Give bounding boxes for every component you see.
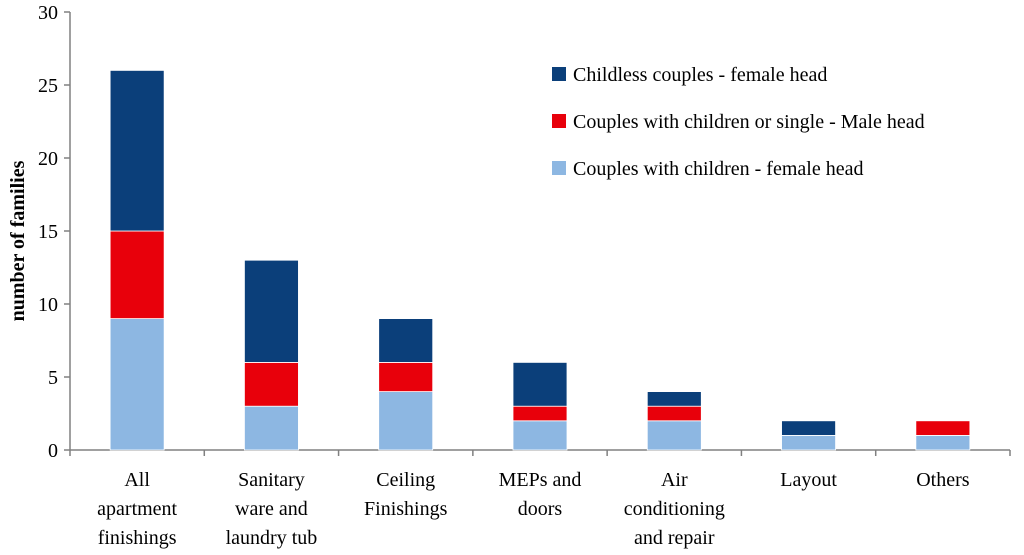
bar-segment-series-0 [378,391,434,451]
legend: Childless couples - female head Couples w… [552,64,925,180]
bar-segment-series-2 [512,361,568,407]
bar-segment-series-0 [781,434,836,451]
y-tick-label: 30 [38,2,58,24]
legend-swatch [552,114,566,128]
x-category-label: Ceiling Finishings [364,469,448,520]
x-category-labels: All apartment finishings Sanitary ware and la… [97,469,970,549]
bar-segment-series-0 [915,434,971,451]
y-ticks: 0 5 10 15 20 25 30 [38,2,1011,462]
bar-segment-series-2 [781,420,836,436]
x-category-label: MEPs and doors [499,469,582,520]
bar-segment-series-1 [646,405,702,422]
y-tick-label: 10 [38,294,58,316]
y-axis-label: number of families [7,160,29,321]
bar-segment-series-2 [378,318,434,363]
x-category-label: Sanitary ware and laundry tub [226,469,318,549]
y-tick-label: 25 [38,75,58,97]
bar-segment-series-0 [244,405,299,451]
bar-segment-series-0 [512,420,568,451]
legend-swatch [552,161,566,175]
legend-label: Childless couples - female head [573,64,827,86]
bar-segment-series-1 [512,405,568,422]
legend-swatch [552,67,566,81]
y-tick-label: 15 [38,221,58,243]
x-category-label: Air conditioning and repair [624,469,725,549]
bar-segment-series-1 [378,361,434,392]
bar-segment-series-0 [109,318,165,451]
bar-segment-series-1 [244,361,299,407]
legend-label: Couples with children - female head [573,158,863,180]
bar-segment-series-1 [109,230,165,319]
y-tick-label: 5 [48,367,58,389]
bars [109,70,971,451]
y-tick-label: 0 [48,440,58,462]
bar-segment-series-2 [244,259,299,363]
y-tick-label: 20 [38,148,58,170]
bar-segment-series-2 [646,391,702,407]
x-category-label: All apartment finishings [97,469,177,549]
bar-segment-series-1 [915,420,971,436]
bar-segment-series-2 [109,70,165,232]
bar-segment-series-0 [646,420,702,451]
legend-label: Couples with children or single - Male h… [573,111,925,133]
x-category-label: Layout [780,469,837,491]
x-category-label: Others [916,469,970,491]
